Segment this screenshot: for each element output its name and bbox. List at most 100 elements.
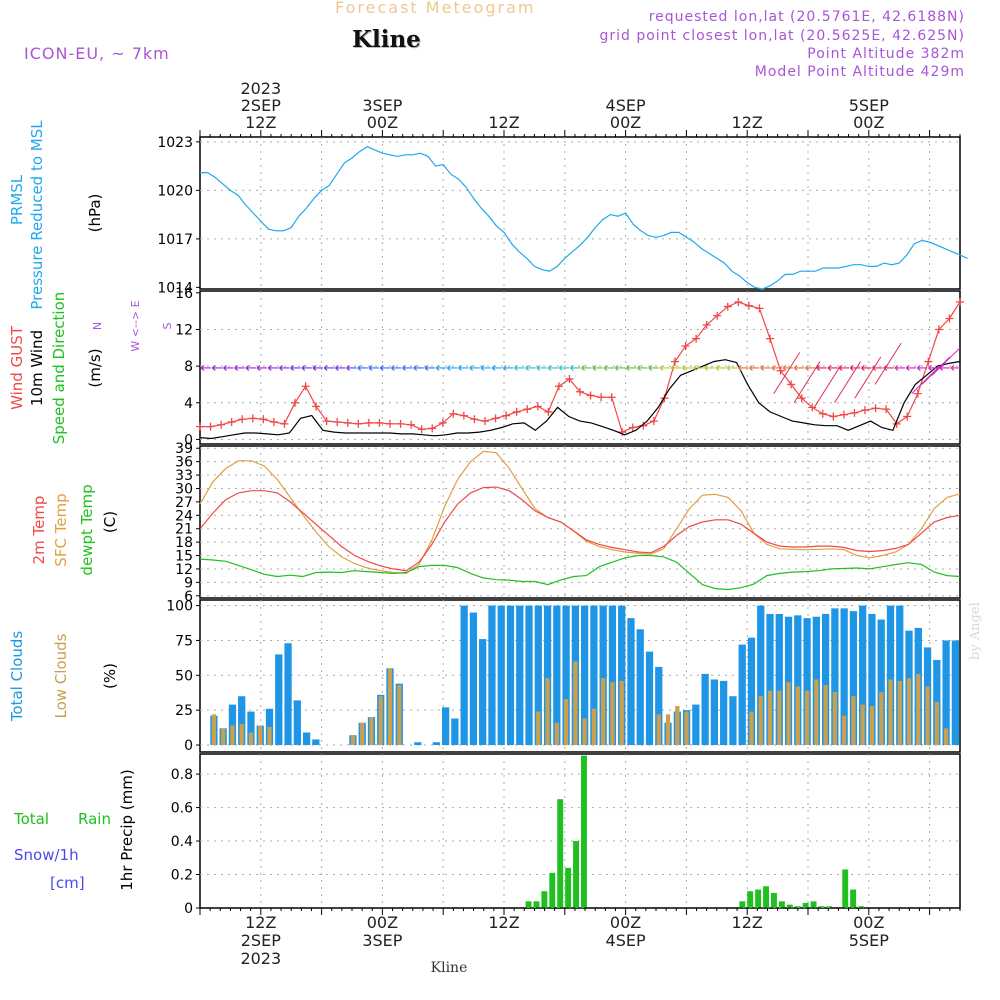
- total-clouds-bar: [840, 608, 848, 746]
- location-title: Kline: [352, 26, 421, 53]
- total-clouds-bar: [432, 742, 440, 746]
- gust-marker: [544, 407, 553, 416]
- time-label-bottom: 12Z: [732, 913, 763, 932]
- wind-direction-arrow: [514, 364, 525, 371]
- low-clouds-bar: [842, 715, 847, 746]
- gust-marker: [259, 415, 268, 424]
- gust-marker: [396, 419, 405, 428]
- low-clouds-bar: [387, 668, 393, 746]
- gust-marker: [227, 418, 236, 427]
- low-clouds-bar: [916, 673, 921, 746]
- rain-bar: [858, 906, 864, 908]
- total-clouds-bar: [451, 718, 459, 746]
- wind-direction-arrow: [894, 364, 905, 371]
- footer-location: Kline: [431, 960, 468, 976]
- time-label-top: 12Z: [245, 113, 276, 132]
- total-clouds-bar: [228, 704, 237, 746]
- rain-bar: [786, 904, 793, 908]
- wind-direction-arrow: [771, 364, 782, 371]
- wind-direction-arrow: [368, 364, 379, 371]
- total-clouds-bar: [562, 605, 570, 746]
- gust-marker: [491, 414, 500, 423]
- total-clouds-bar: [599, 605, 607, 746]
- wind-direction-arrow: [547, 364, 559, 371]
- gust-marker: [649, 417, 658, 426]
- low-clouds-bar: [814, 679, 819, 746]
- wind-direction-arrow: [346, 364, 357, 371]
- gust-marker: [639, 421, 648, 430]
- total-clouds-bar: [821, 613, 830, 746]
- y-tick-label: 0.6: [171, 801, 193, 817]
- gust-marker: [407, 420, 416, 429]
- total-clouds-bar: [627, 618, 635, 746]
- low-clouds-bar: [360, 722, 365, 746]
- rain-bar: [755, 889, 762, 908]
- low-clouds-bar: [777, 690, 782, 746]
- gust-marker: [956, 297, 964, 306]
- time-label-top: 2023: [240, 79, 281, 98]
- wind-direction-arrow: [301, 364, 312, 371]
- gust-marker: [196, 422, 204, 431]
- total-clouds-bar: [757, 605, 765, 746]
- wind-direction-arrow: [874, 342, 902, 385]
- gust-marker: [428, 424, 437, 433]
- total-clouds-bar: [284, 643, 292, 746]
- wind-direction-arrow: [625, 364, 637, 371]
- time-label-top: 3SEP: [362, 96, 402, 115]
- gust-marker: [364, 418, 373, 427]
- rain-bar: [581, 755, 587, 908]
- low-clouds-bar: [675, 705, 680, 746]
- low-clouds-bar: [545, 678, 550, 746]
- gust-marker: [386, 419, 394, 428]
- y-tick-label: 1023: [157, 135, 193, 151]
- low-clouds-bar: [221, 728, 226, 746]
- gridpoint-coords: grid point closest lon,lat (20.5625E, 42…: [599, 28, 965, 44]
- legend-snow: Snow/1h: [14, 846, 79, 864]
- y-tick-label: 15: [175, 549, 193, 565]
- low-clouds-bar: [943, 728, 949, 746]
- wind-direction-arrow: [290, 364, 301, 371]
- wind-direction-arrow: [782, 364, 794, 371]
- total-clouds-bar: [951, 640, 959, 746]
- low-clouds-bar: [573, 661, 578, 746]
- gust-marker: [607, 393, 616, 402]
- wind-direction-arrow: [357, 364, 368, 371]
- rain-bar: [826, 906, 833, 908]
- pressure-line: [200, 146, 968, 290]
- time-label-bottom: 3SEP: [362, 931, 402, 950]
- gust-marker: [375, 418, 384, 427]
- total-clouds-bar: [618, 605, 626, 746]
- y-tick-label: 6: [184, 589, 193, 605]
- time-label-bottom: 00Z: [367, 913, 398, 932]
- y-tick-label: 4: [184, 396, 193, 412]
- wind-direction-arrow: [323, 364, 335, 371]
- total-clouds-bar: [608, 605, 617, 746]
- y-tick-label: 12: [175, 322, 193, 338]
- rain-bar: [557, 799, 564, 908]
- gust-marker: [322, 417, 331, 426]
- axis-unit-celsius: (C): [101, 511, 119, 533]
- low-clouds-bar: [758, 696, 763, 746]
- total-clouds-bar: [543, 605, 552, 746]
- wind-direction-arrow: [681, 364, 693, 371]
- time-label-bottom: 12Z: [488, 913, 519, 932]
- gust-marker: [723, 302, 732, 311]
- total-clouds-bar: [738, 644, 746, 746]
- total-clouds-bar: [469, 612, 478, 746]
- total-clouds-bar: [525, 605, 533, 746]
- point-altitude: Point Altitude 382m: [807, 46, 965, 62]
- rain-bar: [778, 901, 785, 908]
- axis-label-wind-gust: Wind GUST: [8, 325, 26, 410]
- gust-marker: [787, 380, 796, 389]
- gust-marker: [206, 422, 215, 431]
- total-clouds-bar: [414, 742, 422, 746]
- wind-direction-arrow: [921, 356, 951, 385]
- wind-direction-arrow: [603, 364, 614, 371]
- wind-direction-arrow: [592, 364, 603, 371]
- axis-unit-ms: (m/s): [86, 348, 104, 387]
- axis-label-2m-temp: 2m Temp: [30, 496, 48, 565]
- model-label: ICON-EU, ~ 7km: [24, 44, 170, 63]
- legend-cm: [cm]: [50, 874, 85, 892]
- y-tick-label: 75: [175, 633, 193, 649]
